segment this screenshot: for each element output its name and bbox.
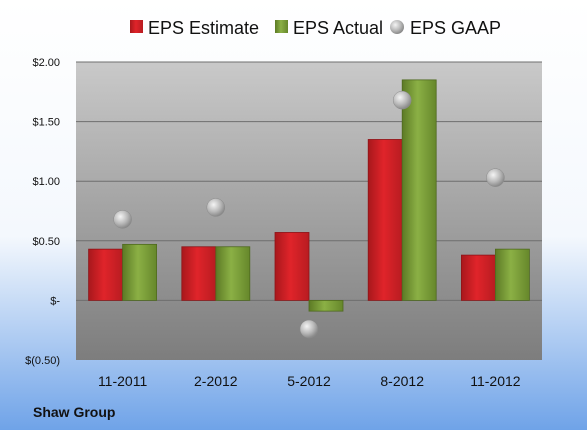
bar-eps-estimate [460,254,496,301]
marker-eps-gaap [486,168,505,187]
bars [88,79,530,312]
bar-eps-actual [308,299,344,312]
y-tick-label: $0.50 [32,236,60,248]
y-tick-label: $1.00 [32,176,60,188]
x-category-label: 5-2012 [287,373,331,389]
bar-eps-actual [122,243,157,301]
gaap-markers [113,90,505,339]
marker-eps-gaap [299,319,319,339]
company-label: Shaw Group [33,404,115,420]
x-category-label: 8-2012 [380,373,424,389]
bar-eps-actual [401,79,437,301]
legend: EPS Estimate EPS Actual EPS GAAP [130,18,501,38]
legend-label-actual: EPS Actual [293,18,383,38]
legend-label-gaap: EPS GAAP [410,18,501,38]
bar-eps-estimate [367,139,403,301]
bar-eps-actual [494,248,530,301]
y-axis-tick-labels: $(0.50) $- $0.50 $1.00 $1.50 $2.00 [25,57,60,367]
marker-eps-gaap [206,198,226,217]
marker-eps-gaap [392,90,412,110]
x-category-label: 11-2011 [98,373,148,389]
bar-eps-estimate [181,246,217,301]
x-category-label: 2-2012 [194,373,238,389]
legend-swatch-actual [275,20,288,33]
bar-eps-estimate [88,248,123,301]
x-axis-category-labels: 11-2011 2-2012 5-2012 8-2012 11-2012 [98,373,521,389]
y-tick-label: $2.00 [32,57,60,69]
marker-eps-gaap [113,210,132,229]
x-category-label: 11-2012 [470,373,521,389]
legend-swatch-estimate [130,20,143,33]
y-tick-label: $(0.50) [25,355,60,367]
plot-area [76,62,542,360]
legend-label-estimate: EPS Estimate [148,18,259,38]
y-tick-label: $- [50,295,60,307]
legend-marker-gaap [390,20,404,34]
bar-eps-estimate [274,232,310,301]
bar-eps-actual [215,246,251,301]
y-tick-label: $1.50 [32,117,60,129]
